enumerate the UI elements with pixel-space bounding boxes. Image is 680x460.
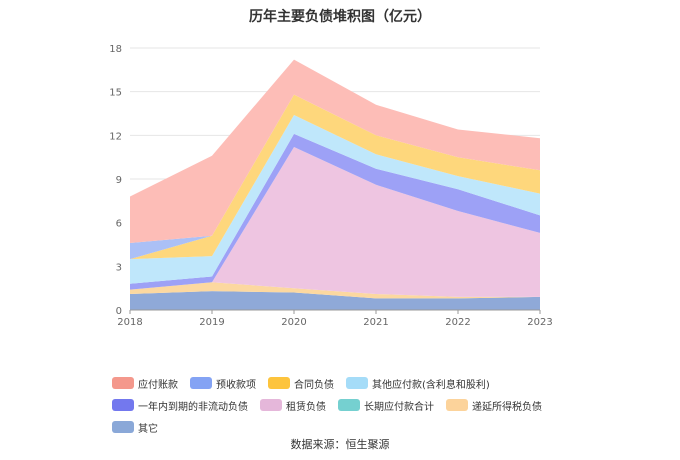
legend-label: 长期应付款合计 [364,401,434,413]
area-series [130,94,540,260]
area-series [130,94,540,260]
area-series [130,133,540,290]
legend-label: 其他应付款(含利息和股利) [372,379,490,391]
y-tick-label: 6 [116,219,122,230]
legend-swatch [268,377,290,389]
legend-label: 递延所得税负债 [472,401,542,413]
legend-swatch [260,399,282,411]
legend-item[interactable]: 租赁负债 [260,398,326,413]
legend-label: 一年内到期的非流动负债 [138,401,248,413]
area-series [130,282,540,299]
legend-item[interactable]: 其他应付款(含利息和股利) [346,376,490,391]
x-tick-label: 2023 [527,317,552,328]
x-tick-label: 2022 [445,317,470,328]
y-tick-label: 18 [109,44,122,55]
area-series [130,59,540,243]
legend-label: 租赁负债 [286,401,326,413]
legend-label: 预收款项 [216,379,256,391]
y-tick-label: 3 [116,262,122,273]
y-tick-label: 12 [109,131,122,142]
y-tick-label: 9 [116,175,122,186]
legend-swatch [112,377,134,389]
legend-swatch [346,377,368,389]
y-tick-label: 15 [109,88,122,99]
legend-item[interactable]: 应付账款 [112,376,178,391]
legend-label: 其它 [138,423,158,435]
legend-swatch [446,399,468,411]
legend-item[interactable]: 合同负债 [268,376,334,391]
x-tick-label: 2021 [363,317,388,328]
legend-item[interactable]: 其它 [112,420,158,435]
data-source-note: 数据来源：恒生聚源 [290,438,390,451]
x-tick-label: 2020 [281,317,306,328]
legend-item[interactable]: 递延所得税负债 [446,398,542,413]
x-tick-label: 2019 [199,317,224,328]
x-tick-label: 2018 [117,317,142,328]
legend-swatch [112,399,134,411]
area-series [130,291,540,310]
legend-label: 合同负债 [294,379,334,391]
area-series [130,115,540,284]
legend-swatch [190,377,212,389]
y-tick-label: 0 [116,306,122,317]
legend-item[interactable]: 长期应付款合计 [338,398,434,413]
legend-item[interactable]: 预收款项 [190,376,256,391]
area-series [130,147,540,297]
legend-swatch [338,399,360,411]
legend-item[interactable]: 一年内到期的非流动负债 [112,398,248,413]
chart-legend: 应付账款 预收款项 合同负债 其他应付款(含利息和股利) 一年内到期的非流动负债 租赁负债… [112,376,582,435]
legend-swatch [112,421,134,433]
chart-title: 历年主要负债堆积图（亿元） [249,9,431,25]
legend-label: 应付账款 [138,379,178,391]
